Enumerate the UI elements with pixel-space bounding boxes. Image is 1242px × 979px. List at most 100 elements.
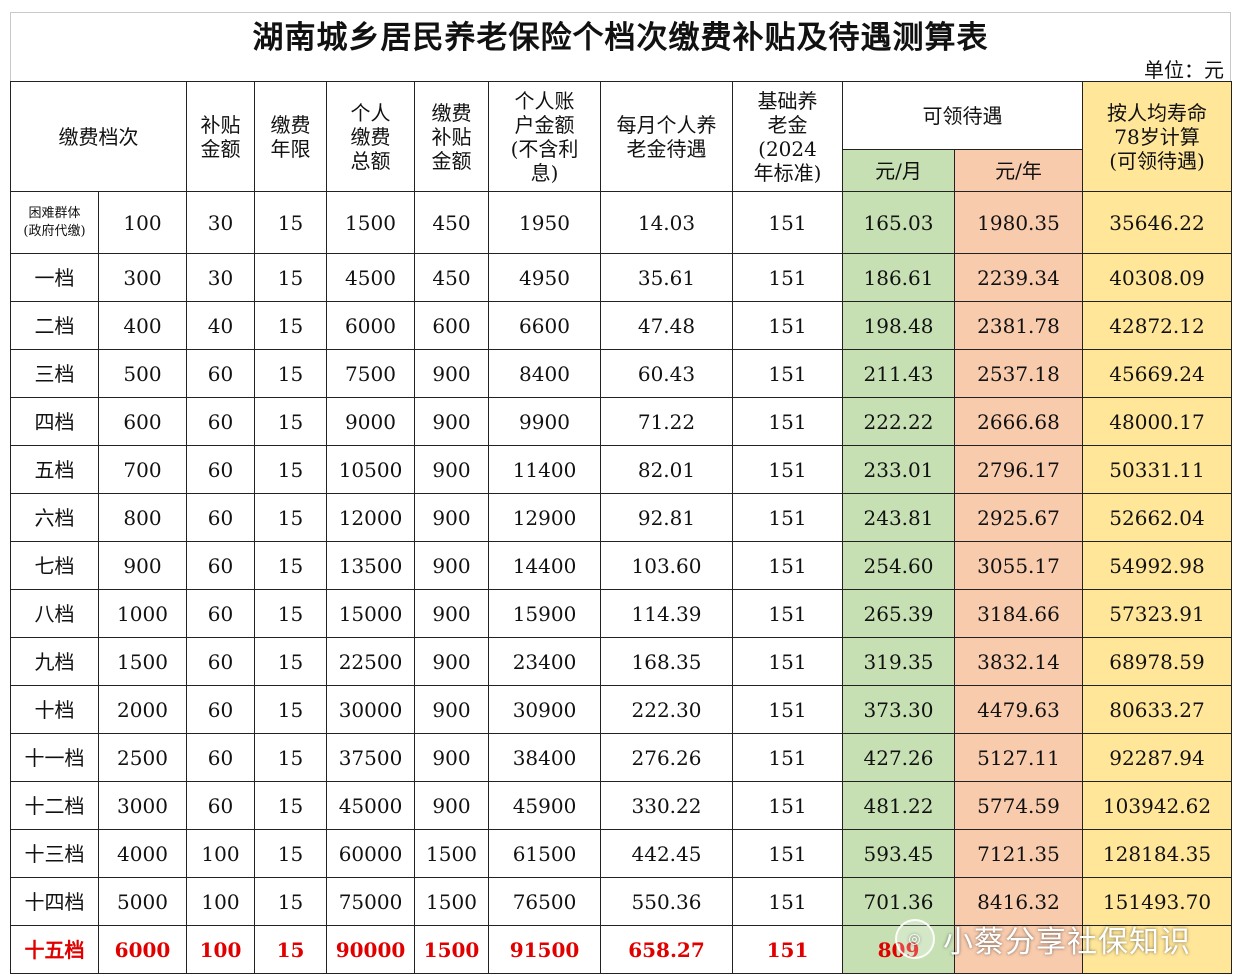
cell-subsidy-total: 900 <box>414 733 489 782</box>
cell-years: 15 <box>254 191 327 254</box>
cell-total: 45000 <box>326 781 415 830</box>
cell-total: 12000 <box>326 493 415 542</box>
cell-monthly-personal: 222.30 <box>600 685 733 734</box>
cell-amount: 2500 <box>98 733 187 782</box>
cell-total: 4500 <box>326 253 415 302</box>
cell-amount: 100 <box>98 191 187 254</box>
cell-amount: 4000 <box>98 829 187 878</box>
header-life: 按人均寿命 78岁计算 (可领待遇) <box>1082 81 1232 192</box>
cell-per-month: 243.81 <box>842 493 955 542</box>
table-row: 九档 1500 60 15 22500 900 23400 168.35 151 319.35 38… <box>10 637 1232 686</box>
cell-subsidy-total: 900 <box>414 685 489 734</box>
table-title: 湖南城乡居民养老保险个档次缴费补贴及待遇测算表 <box>10 12 1231 56</box>
cell-subsidy: 60 <box>186 685 255 734</box>
table-row: 十二档 3000 60 15 45000 900 45900 330.22 151 481.22 5… <box>10 781 1232 830</box>
header-basic: 基础养 老金 (2024 年标准) <box>732 81 843 192</box>
cell-per-month: 481.22 <box>842 781 955 830</box>
cell-per-year: 3184.66 <box>954 589 1083 638</box>
cell-years: 15 <box>254 733 327 782</box>
cell-subsidy-total: 1500 <box>414 925 489 974</box>
table-row: 十一档 2500 60 15 37500 900 38400 276.26 151 427.26 5… <box>10 733 1232 782</box>
cell-account: 9900 <box>488 397 601 446</box>
cell-subsidy: 30 <box>186 253 255 302</box>
cell-per-year: 3055.17 <box>954 541 1083 590</box>
cell-basic: 151 <box>732 397 843 446</box>
cell-amount: 2000 <box>98 685 187 734</box>
cell-per-year <box>954 925 1083 974</box>
cell-life: 80633.27 <box>1082 685 1232 734</box>
cell-per-month: 593.45 <box>842 829 955 878</box>
header-tier: 缴费档次 <box>10 81 187 192</box>
cell-total: 13500 <box>326 541 415 590</box>
cell-subsidy: 100 <box>186 829 255 878</box>
cell-subsidy-total: 1500 <box>414 877 489 926</box>
cell-monthly-personal: 442.45 <box>600 829 733 878</box>
watermark-text: 小蔡分享社保知识 <box>943 925 1191 960</box>
cell-total: 15000 <box>326 589 415 638</box>
cell-tier: 十二档 <box>10 781 99 830</box>
cell-monthly-personal: 92.81 <box>600 493 733 542</box>
header-subsidy-total: 缴费 补贴 金额 <box>414 81 489 192</box>
cell-account: 1950 <box>488 191 601 254</box>
cell-amount: 5000 <box>98 877 187 926</box>
cell-subsidy: 60 <box>186 541 255 590</box>
cell-account: 45900 <box>488 781 601 830</box>
cell-years: 15 <box>254 301 327 350</box>
cell-life: 40308.09 <box>1082 253 1232 302</box>
table-body: 困难群体 (政府代缴) 100 30 15 1500 450 1950 14.03 151 165… <box>10 191 1232 974</box>
cell-subsidy-total: 900 <box>414 589 489 638</box>
cell-years: 15 <box>254 685 327 734</box>
cell-tier: 五档 <box>10 445 99 494</box>
cell-per-month: 254.60 <box>842 541 955 590</box>
cell-life: 103942.62 <box>1082 781 1232 830</box>
cell-per-year: 4479.63 <box>954 685 1083 734</box>
cell-basic: 151 <box>732 301 843 350</box>
cell-tier: 八档 <box>10 589 99 638</box>
cell-per-year: 1980.35 <box>954 191 1083 254</box>
cell-total: 90000 <box>326 925 415 974</box>
unit-label: 单位：元 <box>1144 57 1224 82</box>
table-row: 二档 400 40 15 6000 600 6600 47.48 151 198.48 2381.7… <box>10 301 1232 350</box>
header-years: 缴费 年限 <box>254 81 327 192</box>
cell-account: 11400 <box>488 445 601 494</box>
cell-subsidy: 40 <box>186 301 255 350</box>
cell-basic: 151 <box>732 877 843 926</box>
cell-basic: 151 <box>732 925 843 974</box>
cell-years: 15 <box>254 445 327 494</box>
header-monthly-personal: 每月个人养 老金待遇 <box>600 81 733 192</box>
cell-years: 15 <box>254 829 327 878</box>
cell-per-year: 2796.17 <box>954 445 1083 494</box>
cell-life: 42872.12 <box>1082 301 1232 350</box>
cell-basic: 151 <box>732 493 843 542</box>
cell-basic: 151 <box>732 349 843 398</box>
cell-account: 15900 <box>488 589 601 638</box>
cell-tier: 十一档 <box>10 733 99 782</box>
cell-per-month: 186.61 <box>842 253 955 302</box>
header-total: 个人 缴费 总额 <box>326 81 415 192</box>
cell-amount: 1000 <box>98 589 187 638</box>
cell-subsidy-total: 450 <box>414 191 489 254</box>
cell-subsidy-total: 900 <box>414 781 489 830</box>
cell-per-year: 5774.59 <box>954 781 1083 830</box>
cell-monthly-personal: 330.22 <box>600 781 733 830</box>
cell-amount: 300 <box>98 253 187 302</box>
cell-basic: 151 <box>732 445 843 494</box>
cell-monthly-personal: 550.36 <box>600 877 733 926</box>
cell-account: 61500 <box>488 829 601 878</box>
cell-life: 45669.24 <box>1082 349 1232 398</box>
cell-tier: 十五档 <box>10 925 99 974</box>
cell-per-month: 198.48 <box>842 301 955 350</box>
cell-per-month: 373.30 <box>842 685 955 734</box>
header-account: 个人账 户金额 (不含利 息) <box>488 81 601 192</box>
table-row: 八档 1000 60 15 15000 900 15900 114.39 151 265.39 31… <box>10 589 1232 638</box>
cell-monthly-personal: 114.39 <box>600 589 733 638</box>
cell-total: 7500 <box>326 349 415 398</box>
cell-total: 6000 <box>326 301 415 350</box>
table-header: 缴费档次 补贴 金额 缴费 年限 个人 缴费 总额 缴费 补贴 金额 个人账 户金额 (不含利息… <box>10 81 1232 192</box>
cell-basic: 151 <box>732 637 843 686</box>
cell-amount: 900 <box>98 541 187 590</box>
cell-monthly-personal: 14.03 <box>600 191 733 254</box>
cell-total: 30000 <box>326 685 415 734</box>
cell-life: 48000.17 <box>1082 397 1232 446</box>
cell-per-year: 5127.11 <box>954 733 1083 782</box>
